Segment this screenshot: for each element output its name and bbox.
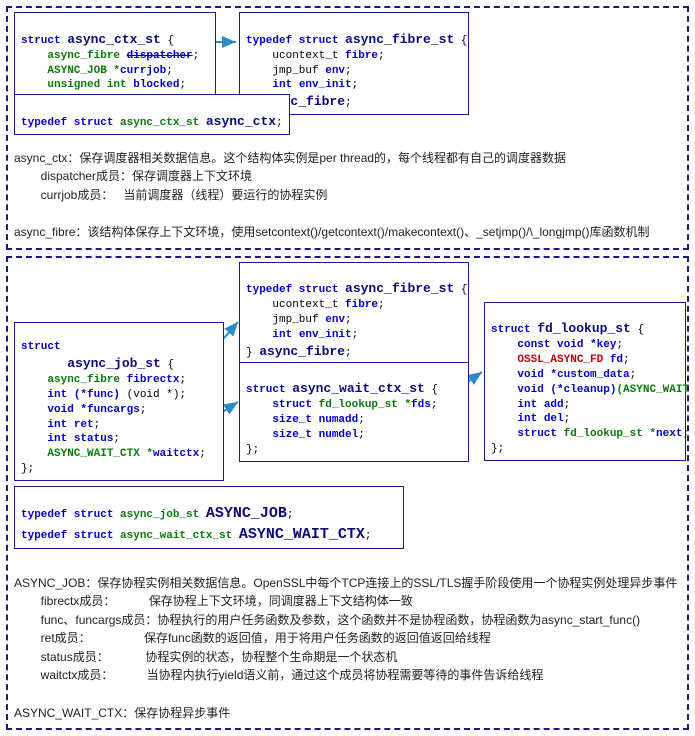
desc-fibrectx: fibrectx成员： 保存协程上下文环境，同调度器上下文结构体一致 (14, 594, 413, 608)
panel-async-job: struct async_job_st { async_fibre fibrec… (6, 256, 689, 731)
typename-async-fibre-st-1: async_fibre_st (345, 32, 454, 47)
kw-struct: struct (21, 35, 61, 47)
desc-waitctx: waitctx成员： 当协程内执行yield语义前，通过这个成员将协程需要等待的… (14, 668, 543, 682)
desc-async-ctx: async_ctx：保存调度器相关数据信息。这个结构体实例是per thread… (14, 151, 566, 165)
member-fds: fds (411, 399, 431, 411)
member-funcargs: funcargs (87, 404, 140, 416)
member-status: status (74, 433, 114, 445)
typedef-async-job-wait: typedef struct async_job_st ASYNC_JOB; t… (14, 486, 404, 549)
desc-async-job: ASYNC_JOB：保存协程实例相关数据信息。OpenSSL中每个TCP连接上的… (14, 576, 677, 590)
member-waitctx: waitctx (153, 448, 199, 460)
member-ret: ret (74, 419, 94, 431)
struct-async-fibre-st-2: typedef struct async_fibre_st { ucontext… (239, 262, 469, 365)
member-blocked: blocked (133, 79, 179, 91)
member-dispatcher: dispatcher (127, 50, 193, 62)
panel2-description: ASYNC_JOB：保存协程实例相关数据信息。OpenSSL中每个TCP连接上的… (14, 555, 681, 722)
struct-async-wait-ctx-st: struct async_wait_ctx_st { struct fd_loo… (239, 362, 469, 462)
desc-dispatcher: dispatcher成员：保存调度器上下文环境 (14, 169, 252, 183)
panel1-description: async_ctx：保存调度器相关数据信息。这个结构体实例是per thread… (14, 130, 681, 242)
typename-fd-lookup-st: fd_lookup_st (537, 321, 631, 336)
desc-ret: ret成员： 保存func函数的返回值，用于将用户任务函数的返回值返回给线程 (14, 631, 491, 645)
desc-async-wait-ctx: ASYNC_WAIT_CTX：保存协程异步事件 (14, 706, 230, 720)
member-func: (*func) (74, 389, 120, 401)
typename-async-job-st: async_job_st (67, 356, 161, 371)
typedef-async-ctx: typedef struct async_ctx_st async_ctx; (14, 94, 290, 135)
panel1-canvas: struct async_ctx_st { async_fibre dispat… (14, 12, 681, 124)
member-currjob: currjob (120, 65, 166, 77)
desc-func-funcargs: func、funcargs成员：协程执行的用户任务函数及参数，这个函数并不是协程… (14, 613, 640, 627)
member-fd: fd (610, 354, 623, 366)
typename-async-wait-ctx-st: async_wait_ctx_st (292, 381, 425, 396)
panel-async-ctx: struct async_ctx_st { async_fibre dispat… (6, 6, 689, 250)
typename-async-ctx-st: async_ctx_st (67, 32, 161, 47)
desc-status: status成员： 协程实例的状态，协程整个生命期是一个状态机 (14, 650, 397, 664)
member-fibrectx: fibrectx (127, 374, 180, 386)
desc-async-fibre: async_fibre：该结构体保存上下文环境，使用setcontext()/g… (14, 225, 649, 239)
desc-currjob: currjob成员： 当前调度器（线程）要运行的协程实例 (14, 188, 327, 202)
panel2-canvas: struct async_job_st { async_fibre fibrec… (14, 262, 681, 482)
struct-async-job-st: struct async_job_st { async_fibre fibrec… (14, 322, 224, 481)
struct-fd-lookup-st: struct fd_lookup_st { const void *key; O… (484, 302, 686, 461)
